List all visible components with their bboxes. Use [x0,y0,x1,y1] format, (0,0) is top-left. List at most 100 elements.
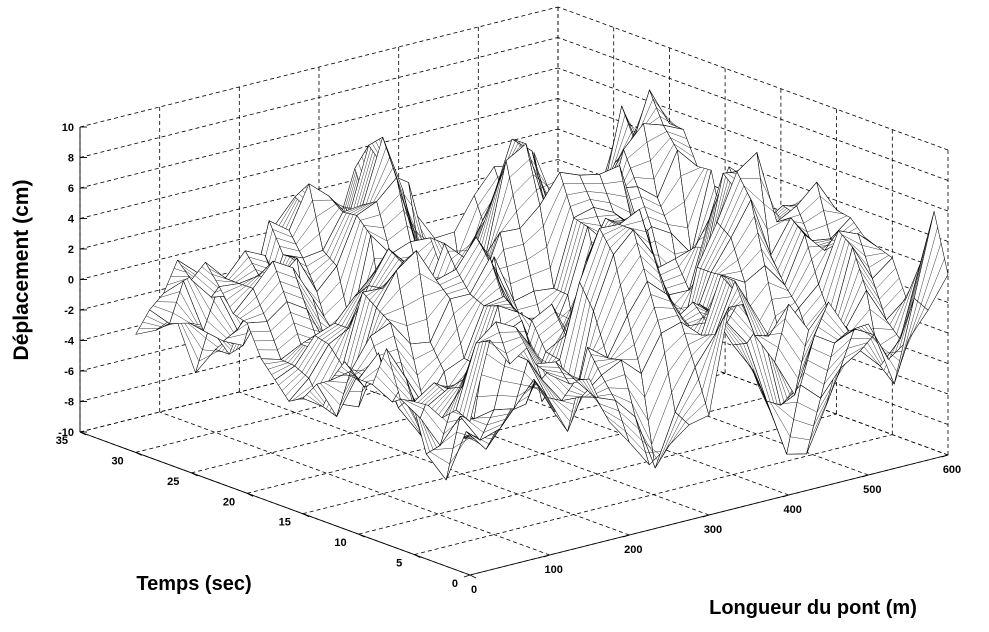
surface-mesh-line [433,447,454,450]
surface-mesh-line [630,160,651,169]
surface-mesh-line [877,340,898,374]
surface-mesh-line [773,402,794,420]
surface-mesh-line [781,333,802,363]
surface-mesh-line [827,215,848,225]
surface-mesh-line [486,418,507,426]
surface-mesh-line [807,360,828,371]
surface-mesh-line [778,347,799,379]
surface-mesh-line [263,291,284,314]
surface-mesh-line [517,304,538,310]
surface-mesh-line [703,229,725,270]
surface-mesh-line [409,388,430,452]
surface-mesh-line [761,333,782,336]
surface-mesh-line [490,413,511,418]
surface-mesh-line [206,320,227,339]
z-tick-label: -2 [64,305,74,317]
surface-mesh-line [295,216,317,245]
surface-mesh-line [727,192,748,234]
z-tick-label: 10 [62,122,74,134]
surface-mesh-line [711,279,732,335]
surface-mesh-line [273,322,295,341]
surface-mesh-line [473,267,494,298]
surface-mesh-line [463,247,484,282]
surface-mesh-line [788,246,809,291]
surface-mesh-line [802,293,823,318]
surface-mesh-line [399,273,421,289]
surface-mesh-line [226,333,247,339]
surface-mesh-line [734,216,755,250]
surface-mesh-line [651,392,672,445]
grid-side-z [557,6,949,151]
surface-mesh-line [232,263,253,281]
surface-mesh-line [489,177,510,249]
surface-mesh-line [379,288,401,312]
surface-mesh-line [718,286,739,328]
surface-mesh-line [714,248,735,274]
x-tick-label: 400 [784,504,802,516]
surface-mesh-line [597,214,618,217]
surface-mesh-line [823,358,845,385]
surface-mesh-line [194,275,215,293]
z-tick-label: -6 [64,366,74,378]
surface-mesh-line [753,333,774,404]
surface-mesh-line [666,131,687,139]
surface-mesh-line [654,240,676,255]
surface-mesh-line [429,451,450,465]
surface-mesh-line [670,301,691,329]
z-tick-label: -10 [58,427,74,439]
x-tick-mark [941,454,949,458]
surface-mesh-line [590,199,611,203]
surface-mesh-line [765,318,786,337]
surface-mesh-line [250,330,271,333]
x-axis-label: Longueur du pont (m) [709,597,917,619]
surface-mesh-line [606,226,627,242]
surface-mesh-line [551,398,572,423]
surface-mesh-line [697,287,718,333]
z-tick-label: 2 [68,244,74,256]
surface-mesh-line [502,336,523,344]
surface-mesh-line [320,383,341,406]
surface-mesh-line [466,340,487,419]
surface-mesh-line [406,225,428,241]
grid-side-z [557,37,949,181]
surface-mesh-line [884,350,905,354]
surface-mesh-line [230,321,251,336]
surface-mesh-line [550,206,571,268]
surface-mesh-line [720,178,741,227]
surface-mesh-line [290,312,311,320]
y-tick-mark [469,574,477,579]
surface-mesh-line [835,257,857,324]
surface-mesh-line [681,391,703,419]
surface-mesh-line [741,292,762,336]
surface-mesh-line [658,415,679,463]
surface-mesh-line [329,213,350,259]
surface-mesh-line [882,287,903,310]
surface-mesh-line [179,291,201,329]
surface-mesh-line [821,234,843,294]
surface-mesh-line [606,193,627,198]
surface-mesh-line [281,371,303,391]
surface-mesh-line [383,209,404,228]
surface-mesh-line [723,320,744,344]
tick-labels: 010020030040050060005101520253035-10-8-6… [56,122,961,596]
surface-mesh-line [361,365,383,381]
surface-mesh-line [198,350,219,362]
y-tick-label: 35 [56,435,68,447]
surface-mesh-line [611,393,632,404]
surface-mesh-line [545,374,566,396]
surface-mesh-line [486,340,507,354]
surface-mesh-line [654,307,675,309]
surface-mesh-line [795,271,816,303]
surface-mesh-line [443,416,464,435]
surface-mesh-line [487,300,508,307]
surface-mesh-line [146,315,167,326]
surface-mesh-line [417,383,438,403]
surface-mesh-line [333,214,354,263]
surface-mesh-line [821,318,842,338]
surface-mesh-line [602,225,623,235]
surface-mesh-line [517,383,538,397]
surface-mesh-line [403,399,424,410]
surface-mesh-line [861,245,882,251]
x-tick-label: 200 [624,544,642,556]
surface-mesh-line [620,255,641,286]
